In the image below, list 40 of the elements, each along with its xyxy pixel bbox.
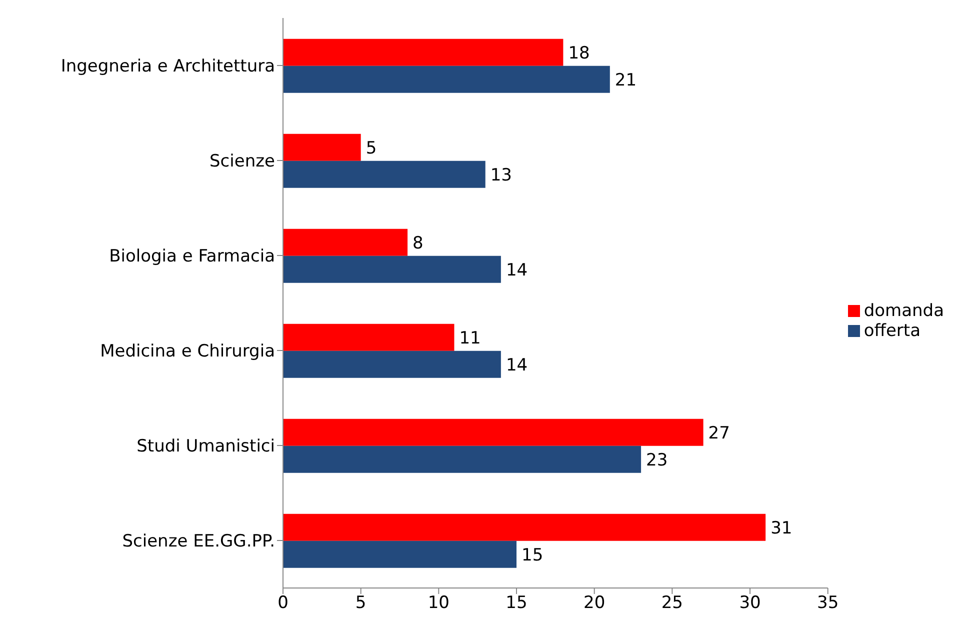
bar [283, 446, 642, 473]
bar [283, 256, 501, 283]
bar [283, 160, 486, 188]
y-tick-label: Scienze [210, 152, 275, 172]
x-tick-label: 5 [355, 593, 366, 614]
bar [283, 418, 704, 446]
bar [283, 324, 454, 351]
bar [283, 228, 408, 256]
y-tick-label: Scienze EE.GG.PP. [122, 532, 275, 552]
x-tick-label: 0 [278, 593, 288, 614]
bar [283, 134, 361, 161]
y-tick-label: Biologia e Farmacia [109, 246, 275, 267]
data-label: 21 [614, 70, 637, 90]
data-label: 8 [412, 233, 424, 254]
legend-label: offerta [864, 320, 920, 340]
data-label: 23 [646, 450, 668, 470]
data-label: 27 [708, 423, 730, 444]
x-tick-label: 20 [584, 593, 606, 614]
data-label: 15 [522, 545, 544, 566]
data-label: 31 [770, 518, 792, 538]
x-tick-label: 35 [817, 593, 839, 614]
bar [283, 540, 517, 568]
data-label: 18 [568, 43, 590, 64]
data-label: 11 [459, 328, 481, 348]
y-tick-label: Studi Umanistici [136, 436, 275, 457]
x-tick-label: 25 [661, 593, 683, 614]
bar [283, 38, 564, 66]
bar [283, 350, 501, 378]
x-tick-label: 30 [739, 593, 761, 614]
x-tick-label: 15 [506, 593, 528, 614]
legend-label: domanda [864, 300, 944, 320]
bar [283, 66, 610, 93]
x-tick-label: 10 [428, 593, 450, 614]
data-label: 14 [506, 355, 528, 376]
y-tick-label: Medicina e Chirurgia [100, 342, 275, 362]
data-label: 5 [366, 138, 377, 158]
data-label: 13 [490, 165, 512, 186]
data-label: 14 [506, 260, 528, 280]
bar [283, 514, 766, 541]
y-tick-label: Ingegneria e Architettura [60, 56, 275, 77]
